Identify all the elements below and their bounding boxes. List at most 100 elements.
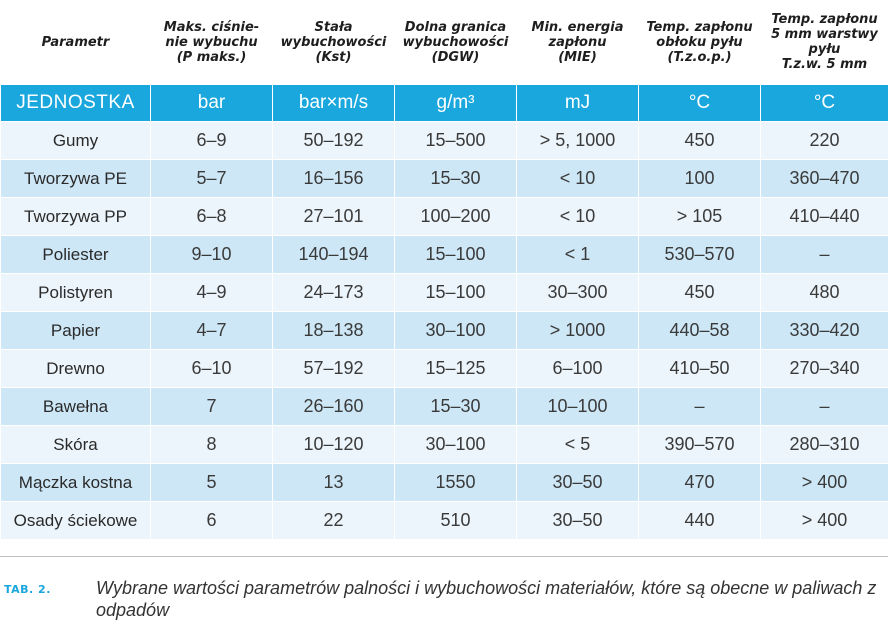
- value-cell: 440–58: [639, 312, 761, 350]
- value-cell: > 400: [761, 464, 888, 502]
- header-parameter: Parametr: [1, 0, 151, 85]
- value-cell: 100–200: [395, 198, 517, 236]
- header-line: (DGW): [432, 50, 480, 65]
- header-line: Parametr: [42, 35, 110, 50]
- value-cell: 15–100: [395, 236, 517, 274]
- value-cell: 27–101: [273, 198, 395, 236]
- value-cell: 13: [273, 464, 395, 502]
- value-cell: > 5, 1000: [517, 122, 639, 160]
- value-cell: 360–470: [761, 160, 888, 198]
- value-cell: 26–160: [273, 388, 395, 426]
- unit-cell: bar×m/s: [273, 85, 395, 122]
- header-line: (P maks.): [177, 50, 247, 65]
- value-cell: 480: [761, 274, 888, 312]
- value-cell: 15–30: [395, 160, 517, 198]
- material-name-cell: Gumy: [1, 122, 151, 160]
- value-cell: 15–500: [395, 122, 517, 160]
- header-line: T.z.w. 5 mm: [782, 57, 867, 72]
- value-cell: –: [761, 388, 888, 426]
- unit-cell: g/m³: [395, 85, 517, 122]
- value-cell: 450: [639, 274, 761, 312]
- value-cell: –: [639, 388, 761, 426]
- header-line: pyłu: [809, 42, 841, 57]
- material-name-cell: Polistyren: [1, 274, 151, 312]
- material-name-cell: Mączka kostna: [1, 464, 151, 502]
- value-cell: 270–340: [761, 350, 888, 388]
- value-cell: 440: [639, 502, 761, 540]
- material-name-cell: Tworzywa PP: [1, 198, 151, 236]
- header-max-pressure: Maks. ciśnie-nie wybuchu(P maks.): [151, 0, 273, 85]
- header-line: Maks. ciśnie-: [164, 20, 259, 35]
- value-cell: > 400: [761, 502, 888, 540]
- value-cell: 100: [639, 160, 761, 198]
- value-cell: 220: [761, 122, 888, 160]
- header-line: (T.z.o.p.): [667, 50, 731, 65]
- value-cell: 50–192: [273, 122, 395, 160]
- material-name-cell: Poliester: [1, 236, 151, 274]
- caption-text: Wybrane wartości parametrów palności i w…: [96, 577, 886, 621]
- value-cell: 10–100: [517, 388, 639, 426]
- value-cell: 30–50: [517, 464, 639, 502]
- header-line: nie wybuchu: [165, 35, 257, 50]
- material-name-cell: Papier: [1, 312, 151, 350]
- material-name-cell: Bawełna: [1, 388, 151, 426]
- data-table-container: Parametr Maks. ciśnie-nie wybuchu(P maks.…: [0, 0, 888, 540]
- unit-cell: °C: [639, 85, 761, 122]
- value-cell: 10–120: [273, 426, 395, 464]
- header-line: Stała: [315, 20, 353, 35]
- value-cell: –: [761, 236, 888, 274]
- header-line: Min. energia: [532, 20, 624, 35]
- material-name-cell: Osady ściekowe: [1, 502, 151, 540]
- header-line: Temp. zapłonu: [771, 12, 877, 27]
- value-cell: 6–9: [151, 122, 273, 160]
- value-cell: 30–300: [517, 274, 639, 312]
- value-cell: 18–138: [273, 312, 395, 350]
- value-cell: 9–10: [151, 236, 273, 274]
- material-name-cell: Tworzywa PE: [1, 160, 151, 198]
- value-cell: 5–7: [151, 160, 273, 198]
- value-cell: 6–8: [151, 198, 273, 236]
- header-line: Dolna granica: [405, 20, 506, 35]
- value-cell: 57–192: [273, 350, 395, 388]
- value-cell: < 10: [517, 160, 639, 198]
- value-cell: > 105: [639, 198, 761, 236]
- value-cell: 330–420: [761, 312, 888, 350]
- value-cell: 6–100: [517, 350, 639, 388]
- header-line: wybuchowości: [281, 35, 387, 50]
- value-cell: 410–440: [761, 198, 888, 236]
- table-header-row: Parametr Maks. ciśnie-nie wybuchu(P maks.…: [1, 0, 888, 85]
- value-cell: 15–100: [395, 274, 517, 312]
- value-cell: 22: [273, 502, 395, 540]
- value-cell: 6: [151, 502, 273, 540]
- flammability-table: Parametr Maks. ciśnie-nie wybuchu(P maks.…: [0, 0, 888, 540]
- header-line: 5 mm warstwy: [771, 27, 878, 42]
- value-cell: 410–50: [639, 350, 761, 388]
- value-cell: 4–7: [151, 312, 273, 350]
- value-cell: 1550: [395, 464, 517, 502]
- value-cell: 390–570: [639, 426, 761, 464]
- header-line: (Kst): [316, 50, 352, 65]
- header-line: obłoku pyłu: [656, 35, 742, 50]
- value-cell: 24–173: [273, 274, 395, 312]
- value-cell: 16–156: [273, 160, 395, 198]
- value-cell: 6–10: [151, 350, 273, 388]
- material-name-cell: Drewno: [1, 350, 151, 388]
- value-cell: 470: [639, 464, 761, 502]
- header-line: Temp. zapłonu: [646, 20, 752, 35]
- value-cell: 510: [395, 502, 517, 540]
- value-cell: 450: [639, 122, 761, 160]
- value-cell: 4–9: [151, 274, 273, 312]
- value-cell: < 5: [517, 426, 639, 464]
